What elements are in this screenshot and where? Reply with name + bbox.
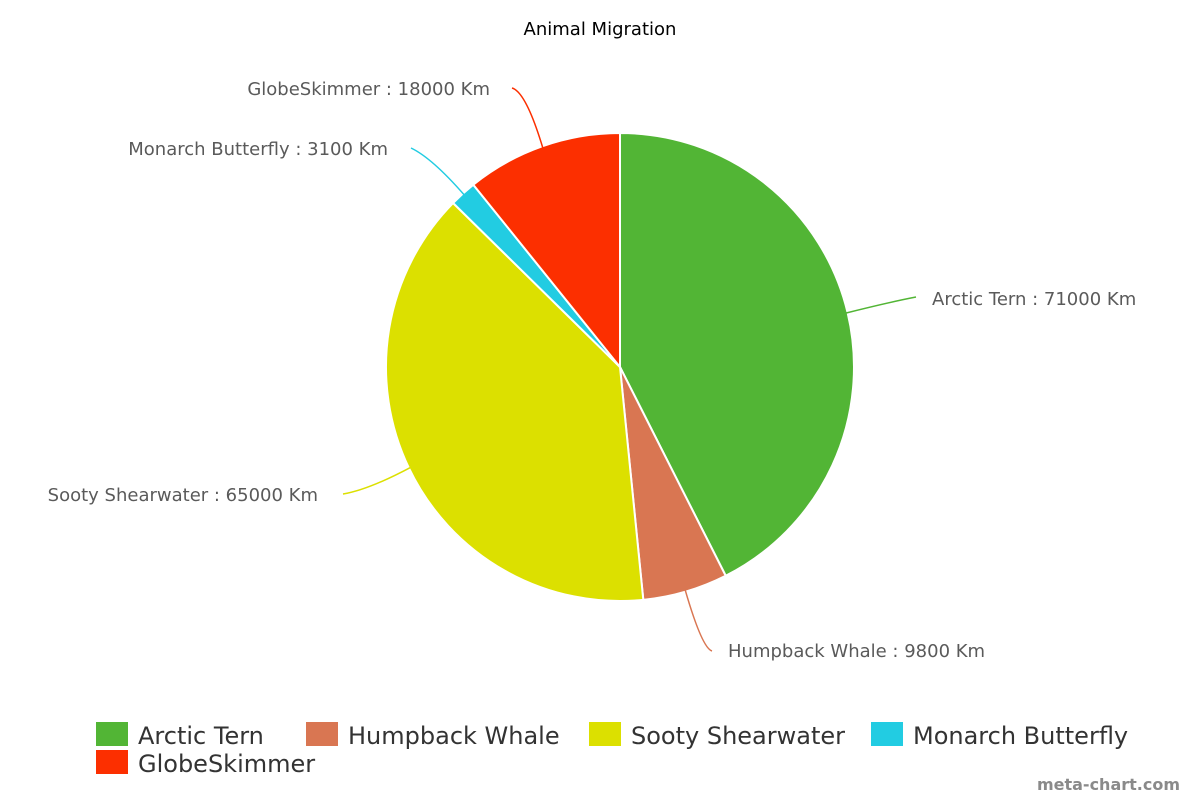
chart-title: Animal Migration bbox=[524, 19, 677, 40]
legend-label-arctic-tern: Arctic Tern bbox=[138, 722, 264, 750]
connector-sooty-shearwater bbox=[342, 466, 412, 495]
legend-swatch-humpback-whale bbox=[306, 722, 338, 746]
legend-label-monarch-butterfly: Monarch Butterfly bbox=[913, 722, 1128, 750]
legend-item-humpback-whale[interactable]: Humpback Whale bbox=[306, 722, 560, 750]
legend-label-humpback-whale: Humpback Whale bbox=[348, 722, 560, 750]
slice-label-arctic-tern: Arctic Tern : 71000 Km bbox=[932, 289, 1136, 310]
legend-item-monarch-butterfly[interactable]: Monarch Butterfly bbox=[871, 722, 1128, 750]
connector-humpback-whale bbox=[684, 589, 713, 652]
legend-item-globeskimmer[interactable]: GlobeSkimmer bbox=[96, 750, 315, 778]
connector-monarch-butterfly bbox=[410, 147, 465, 196]
legend-item-sooty-shearwater[interactable]: Sooty Shearwater bbox=[589, 722, 845, 750]
connector-arctic-tern bbox=[845, 296, 917, 314]
label-connectors bbox=[342, 87, 917, 652]
slice-label-monarch-butterfly: Monarch Butterfly : 3100 Km bbox=[128, 139, 388, 160]
connector-globeskimmer bbox=[511, 87, 544, 149]
legend-label-globeskimmer: GlobeSkimmer bbox=[138, 750, 315, 778]
slice-label-sooty-shearwater: Sooty Shearwater : 65000 Km bbox=[48, 485, 318, 506]
watermark[interactable]: meta-chart.com bbox=[1037, 775, 1180, 794]
legend-label-sooty-shearwater: Sooty Shearwater bbox=[631, 722, 845, 750]
legend-swatch-sooty-shearwater bbox=[589, 722, 621, 746]
legend-item-arctic-tern[interactable]: Arctic Tern bbox=[96, 722, 264, 750]
legend-swatch-monarch-butterfly bbox=[871, 722, 903, 746]
legend-swatch-arctic-tern bbox=[96, 722, 128, 746]
slice-labels: Arctic Tern : 71000 Km Humpback Whale : 9… bbox=[48, 79, 1137, 662]
slice-label-humpback-whale: Humpback Whale : 9800 Km bbox=[728, 641, 985, 662]
legend: Arctic Tern Humpback Whale Sooty Shearwate… bbox=[96, 722, 1128, 778]
slice-label-globeskimmer: GlobeSkimmer : 18000 Km bbox=[247, 79, 490, 100]
pie-slices bbox=[385, 132, 855, 602]
legend-swatch-globeskimmer bbox=[96, 750, 128, 774]
